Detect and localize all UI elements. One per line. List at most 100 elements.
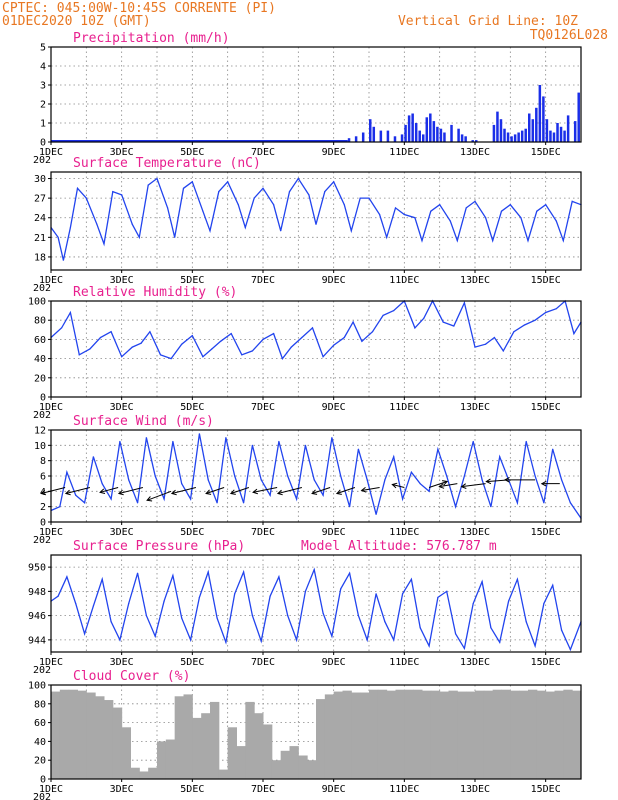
cloud-cover-bar	[148, 767, 158, 779]
wind-data-point	[525, 440, 527, 443]
temperature-data-point	[315, 223, 317, 225]
wind-data-point	[181, 483, 183, 485]
x-tick-label: 1DEC	[39, 275, 63, 286]
humidity-data-point	[555, 308, 557, 310]
wind-data-point	[366, 479, 368, 481]
temperature-data-point	[62, 259, 64, 261]
precipitation-bar	[422, 134, 425, 142]
cloud-cover-bar	[351, 692, 361, 779]
temperature-data-point	[485, 217, 487, 219]
x-tick-label: 3DEC	[110, 784, 134, 795]
precipitation-bar	[361, 132, 365, 142]
temperature-data-point	[350, 230, 352, 232]
y-tick-label: 20	[34, 756, 46, 767]
humidity-data-point	[382, 314, 384, 316]
humidity-data-point	[343, 336, 345, 339]
x-tick-label: 9DEC	[322, 527, 346, 538]
precipitation-bar	[556, 123, 559, 142]
precipitation-bar	[400, 134, 404, 142]
x-tick-label: 9DEC	[322, 402, 346, 413]
humidity-data-point	[311, 327, 314, 329]
humidity-data-point	[371, 331, 374, 333]
humidity-data-point	[89, 348, 91, 350]
pressure-data-point	[163, 600, 165, 602]
temperature-data-point	[403, 213, 405, 216]
y-tick-label: 948	[28, 587, 46, 598]
temperature-data-point	[121, 194, 123, 196]
cloud-cover-bar	[289, 746, 299, 779]
cloud-cover-bar	[501, 689, 511, 779]
wind-data-point	[75, 494, 77, 496]
x-tick-label: 1DEC	[39, 784, 63, 795]
panel-frame	[50, 684, 582, 780]
wind-data-point	[198, 433, 200, 435]
wind-data-point	[516, 502, 519, 504]
pressure-data-point	[331, 635, 333, 637]
temperature-data-point	[394, 207, 397, 209]
x-tick-label: 15DEC	[531, 275, 561, 286]
temperature-data-point	[520, 217, 522, 219]
cloud-cover-bar	[174, 696, 184, 779]
pressure-data-point	[181, 617, 183, 619]
wind-data-point	[242, 502, 245, 504]
x-tick-label: 3DEC	[110, 527, 134, 538]
humidity-data-point	[202, 356, 204, 358]
pressure-data-point	[516, 578, 519, 580]
temperature-data-point	[209, 230, 211, 232]
humidity-data-point	[361, 340, 363, 342]
panel-title-pressure: Surface Pressure (hPa)	[73, 539, 245, 554]
humidity-data-point	[493, 336, 496, 339]
wind-data-point	[269, 494, 271, 496]
wind-data-point	[322, 494, 324, 496]
wind-vector-arrow	[276, 487, 302, 496]
cloud-cover-bar	[210, 701, 220, 779]
temperature-data-point	[244, 226, 246, 229]
humidity-data-point	[463, 302, 465, 304]
wind-vector-head	[360, 487, 367, 493]
humidity-data-point	[523, 324, 526, 326]
x-tick-label: 15DEC	[531, 147, 561, 158]
temperature-data-point	[167, 207, 169, 209]
x-tick-label: 9DEC	[322, 657, 346, 668]
cloud-cover-bar	[342, 690, 352, 779]
x-tick-label: 13DEC	[460, 784, 490, 795]
cloud-cover-bar	[448, 690, 458, 779]
cloud-cover-bar	[112, 707, 123, 779]
wind-data-point	[331, 437, 333, 439]
cloud-cover-bar	[439, 691, 449, 779]
humidity-data-point	[69, 311, 72, 314]
cloud-cover-bar	[422, 690, 432, 779]
cloud-cover-bar	[554, 690, 564, 779]
temperature-data-point	[308, 194, 310, 196]
cloud-cover-bar	[68, 689, 78, 779]
humidity-data-point	[453, 325, 455, 327]
wind-vector-head	[540, 480, 547, 487]
wind-data-point	[437, 448, 439, 450]
wind-data-point	[499, 456, 501, 458]
pressure-data-point	[490, 627, 492, 629]
pressure-data-point	[463, 647, 465, 649]
humidity-data-point	[513, 331, 515, 333]
wind-vector-head	[460, 483, 467, 489]
cloud-cover-bar	[280, 750, 290, 779]
humidity-data-point	[414, 327, 416, 329]
temperature-data-point	[500, 210, 503, 212]
panel-frame	[50, 46, 582, 143]
y-tick-label: 2	[40, 502, 46, 513]
humidity-data-point	[110, 331, 112, 333]
cloud-cover-bar	[563, 689, 573, 779]
pressure-data-point	[154, 635, 156, 637]
cloud-cover-bar	[483, 690, 494, 779]
wind-data-point	[534, 475, 536, 477]
x-tick-label: 3DEC	[110, 275, 134, 286]
wind-vector-arrow	[438, 483, 458, 489]
pressure-data-point	[384, 621, 386, 623]
wind-data-point	[163, 498, 165, 500]
x-tick-label: 11DEC	[389, 784, 419, 795]
wind-vector-arrow	[504, 476, 536, 483]
humidity-data-point	[442, 321, 444, 323]
x-tick-label: 15DEC	[531, 527, 561, 538]
precipitation-bar	[559, 126, 563, 142]
panel-title-humidity: Relative Humidity (%)	[73, 285, 237, 300]
cloud-cover-bar	[430, 690, 441, 779]
